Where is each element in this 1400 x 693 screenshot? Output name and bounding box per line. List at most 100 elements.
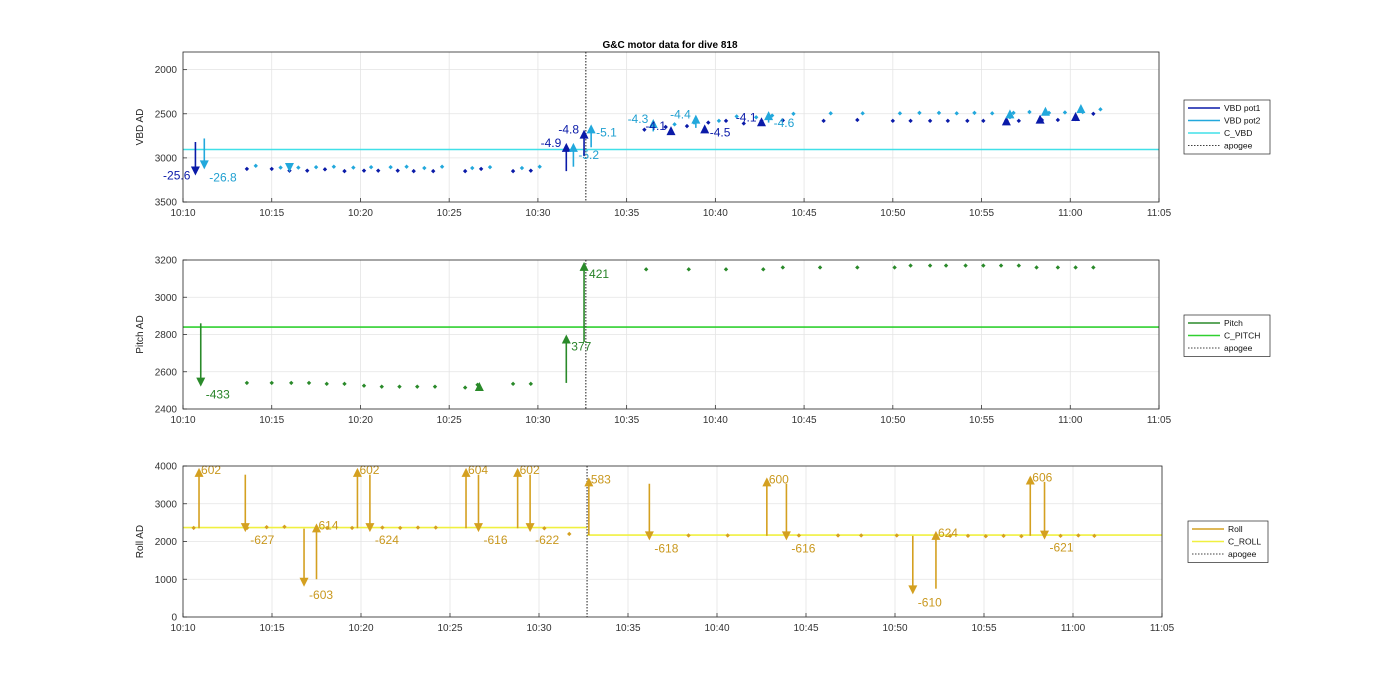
data-point: [835, 533, 841, 538]
data-point: [1016, 263, 1022, 268]
x-tick-label: 10:35: [614, 415, 639, 426]
arrow-head: [199, 160, 209, 170]
data-point: [439, 164, 445, 169]
data-point: [860, 111, 865, 116]
data-point: [1034, 265, 1039, 270]
data-point: [725, 533, 730, 538]
legend-label: Pitch: [1224, 318, 1243, 328]
x-tick-label: 11:00: [1058, 208, 1083, 219]
x-tick-label: 10:40: [703, 415, 728, 426]
move-arrow: -621: [1040, 481, 1074, 555]
data-point: [1073, 265, 1078, 270]
data-point: [567, 531, 572, 537]
arrow-value-label: -603: [309, 588, 333, 602]
move-arrow: -603: [299, 528, 333, 602]
move-arrow: 624: [931, 526, 958, 589]
move-arrow: 606: [1025, 470, 1053, 536]
data-point: [686, 267, 691, 272]
arrow-head: [579, 261, 589, 271]
data-point: [947, 533, 953, 539]
data-point: [821, 118, 826, 124]
data-point: [462, 168, 468, 174]
x-tick-label: 10:25: [437, 415, 462, 426]
move-arrow: [284, 163, 294, 172]
x-tick-label: 10:25: [437, 208, 462, 219]
arrow-value-label: 583: [591, 472, 611, 486]
data-point: [322, 167, 328, 172]
figure-title: G&C motor data for dive 818: [602, 40, 737, 51]
data-point: [723, 267, 729, 272]
arrow-head: [757, 117, 767, 127]
data-point: [663, 124, 668, 130]
data-point: [528, 381, 534, 387]
arrow-value-label: -624: [375, 533, 399, 547]
move-arrow: [474, 381, 484, 391]
data-point: [269, 166, 274, 172]
data-point: [395, 168, 400, 173]
arrow-value-label: -616: [791, 541, 815, 555]
data-point: [1055, 265, 1061, 270]
arrow-head: [586, 124, 596, 134]
move-arrow: -4.1: [645, 119, 676, 136]
data-point: [1027, 109, 1032, 115]
data-point: [411, 168, 416, 174]
legend-label: C_ROLL: [1228, 537, 1261, 547]
arrow-head: [513, 467, 523, 477]
data-point: [817, 265, 823, 270]
move-arrow: -4.9: [541, 136, 571, 172]
legend-label: VBD pot2: [1224, 116, 1261, 126]
move-arrow: [1035, 114, 1045, 124]
legend-label: C_PITCH: [1224, 331, 1260, 341]
data-point: [965, 533, 971, 539]
x-tick-label: 10:10: [170, 623, 195, 634]
chart-panel-1: 10:10 10:15 10:20 10:25 10:30 10:35 10:40 10:45…: [135, 51, 1271, 219]
data-point: [388, 164, 393, 170]
data-point: [264, 524, 269, 530]
arrow-head: [1076, 104, 1086, 114]
arrow-value-label: -4.1: [645, 119, 666, 133]
arrow-value-label: -26.8: [209, 170, 237, 184]
arrow-head: [568, 142, 578, 152]
data-point: [723, 118, 729, 124]
data-point: [305, 168, 310, 173]
legend-label: C_VBD: [1224, 128, 1252, 138]
data-point: [945, 118, 951, 124]
arrow-head: [525, 523, 535, 533]
arrow-value-label: -25.6: [163, 169, 191, 183]
data-point: [433, 525, 438, 530]
arrow-head: [561, 334, 571, 344]
arrow-head: [908, 585, 918, 595]
legend-label: Roll: [1228, 524, 1243, 534]
move-arrow: -4.8: [558, 123, 589, 157]
data-point: [892, 265, 897, 270]
data-point: [828, 111, 833, 116]
x-tick-label: 11:00: [1058, 415, 1083, 426]
y-axis-label: Roll AD: [135, 525, 146, 558]
data-point: [379, 384, 384, 389]
y-tick-label: 3000: [155, 499, 178, 510]
data-point: [349, 525, 355, 531]
data-point: [278, 165, 283, 170]
arrow-value-label: 602: [201, 463, 221, 477]
data-point: [244, 380, 250, 386]
data-point: [331, 164, 337, 169]
data-point: [894, 533, 899, 538]
x-tick-label: 10:45: [792, 415, 817, 426]
x-tick-label: 10:55: [969, 208, 994, 219]
data-point: [1091, 265, 1096, 270]
arrow-value-label: -621: [1050, 541, 1074, 555]
data-point: [796, 533, 802, 538]
arrow-head: [312, 523, 321, 533]
arrow-head: [1005, 109, 1015, 119]
x-tick-label: 10:15: [259, 208, 284, 219]
x-tick-label: 10:30: [525, 415, 550, 426]
arrow-value-label: -4.6: [774, 116, 795, 130]
arrow-head: [1035, 114, 1045, 124]
data-point: [684, 123, 690, 129]
arrow-head: [1025, 475, 1035, 485]
x-tick-label: 10:50: [880, 415, 905, 426]
data-point: [998, 263, 1004, 268]
x-tick-label: 10:20: [348, 623, 373, 634]
move-arrow: -4.1: [736, 110, 767, 127]
arrow-value-label: -616: [483, 533, 507, 547]
